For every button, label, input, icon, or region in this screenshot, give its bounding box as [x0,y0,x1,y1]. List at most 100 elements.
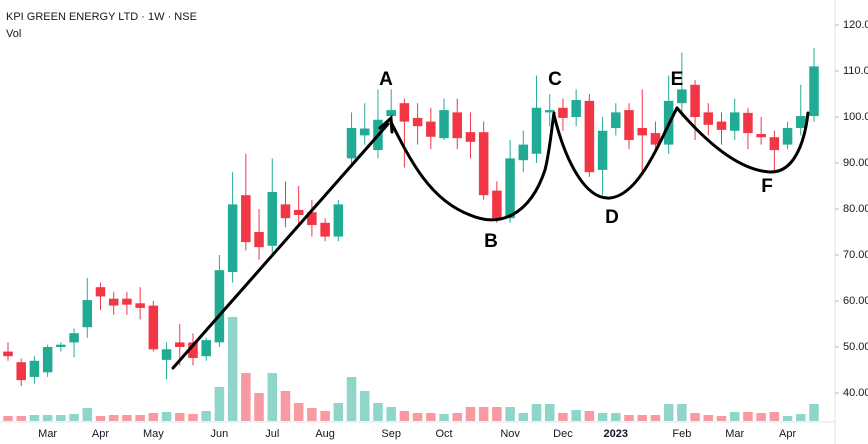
volume-bar [809,404,819,421]
annotation: C [548,69,562,90]
candle-body [558,107,568,118]
volume-bar [743,412,753,421]
annotation: E [671,69,684,90]
volume-bar [399,411,410,421]
volume-bar [320,411,330,421]
annotation: F [761,176,773,197]
candle-body [703,112,714,125]
y-tick-label: 100.00 [843,111,868,123]
volume-bar [426,413,436,421]
candle-body [95,287,106,297]
candle-body [677,89,687,104]
volume-bar [756,413,766,421]
x-tick-label: Aug [315,428,335,440]
volume-bar [3,416,13,421]
y-tick-label: 70.00 [843,249,868,261]
candle-body [148,305,159,350]
candle-body [267,191,278,246]
candle-body [108,298,119,306]
candle-body [796,116,806,129]
volume-bar [108,415,119,421]
volume-bar [161,412,172,421]
candle-body [386,110,396,117]
candle-body [650,133,661,145]
x-tick-label: Mar [725,428,744,440]
chart-title: KPI GREEN ENERGY LTD · 1W · NSE [6,11,197,23]
candle-body [82,300,93,328]
candle-body [29,360,40,377]
trend-arrow [171,122,390,370]
x-tick-label: Jul [265,428,279,440]
candle-body [637,128,647,136]
volume-bar [267,373,278,421]
arrow-head [378,114,394,134]
candle-body [201,340,211,357]
volume-bar [677,404,687,421]
candle-body [690,84,700,117]
y-tick-label: 120.00 [843,19,868,31]
candle-body [505,158,515,219]
x-tick-label: Jun [211,428,229,440]
volume-bar [373,403,383,421]
candle-body [465,132,476,142]
volume-bar [69,414,79,421]
volume-bar [650,415,661,421]
x-tick-label: Mar [38,428,57,440]
volume-bar [492,407,502,421]
x-tick-label: Oct [435,428,452,440]
volume-bar [558,413,568,421]
volume-bar [346,377,357,421]
volume-bar [254,393,264,421]
candle-body [333,204,344,237]
volume-bar [769,412,780,421]
volume-bar [29,415,40,421]
volume-bar [122,415,132,421]
volume-bar [505,407,515,421]
x-tick-label: Feb [672,428,691,440]
candle-body [809,66,819,117]
volume-bar [690,413,700,421]
y-tick-label: 90.00 [843,157,868,169]
volume-bar [439,414,449,421]
y-tick-label: 80.00 [843,203,868,215]
volume-bar [478,407,489,421]
annotation: D [605,207,619,228]
candle-body [769,137,780,151]
volume-bar [95,416,106,421]
volume-bar [293,403,304,421]
volume-bar [571,410,581,421]
candle-body [280,204,291,219]
volume-bar [531,404,542,421]
candle-body [452,112,463,139]
candle-body [439,110,449,139]
volume-bar [42,415,53,421]
candle-body [241,195,251,243]
candle-body [399,103,410,122]
volume-bar [148,413,159,421]
volume-bar [56,415,66,421]
volume-bar [241,373,251,421]
candle-body [571,99,581,117]
volume-bar [703,415,714,421]
x-tick-label: May [143,428,164,440]
candle-body [69,333,79,343]
candle-body [597,130,608,170]
candle-body [346,128,357,159]
y-tick-label: 50.00 [843,341,868,353]
curve-c-d-e [552,106,679,200]
candle-body [188,342,198,359]
candle-body [426,121,436,137]
annotation: B [484,231,498,252]
candle-body [359,128,370,136]
candle-body [42,346,53,373]
candle-body [320,222,330,237]
candle-body [161,349,172,360]
curve-ab-c [389,111,556,222]
candle-body [544,110,555,113]
candle-body [227,204,238,273]
volume-bar [452,413,463,421]
candle-body [122,298,132,305]
